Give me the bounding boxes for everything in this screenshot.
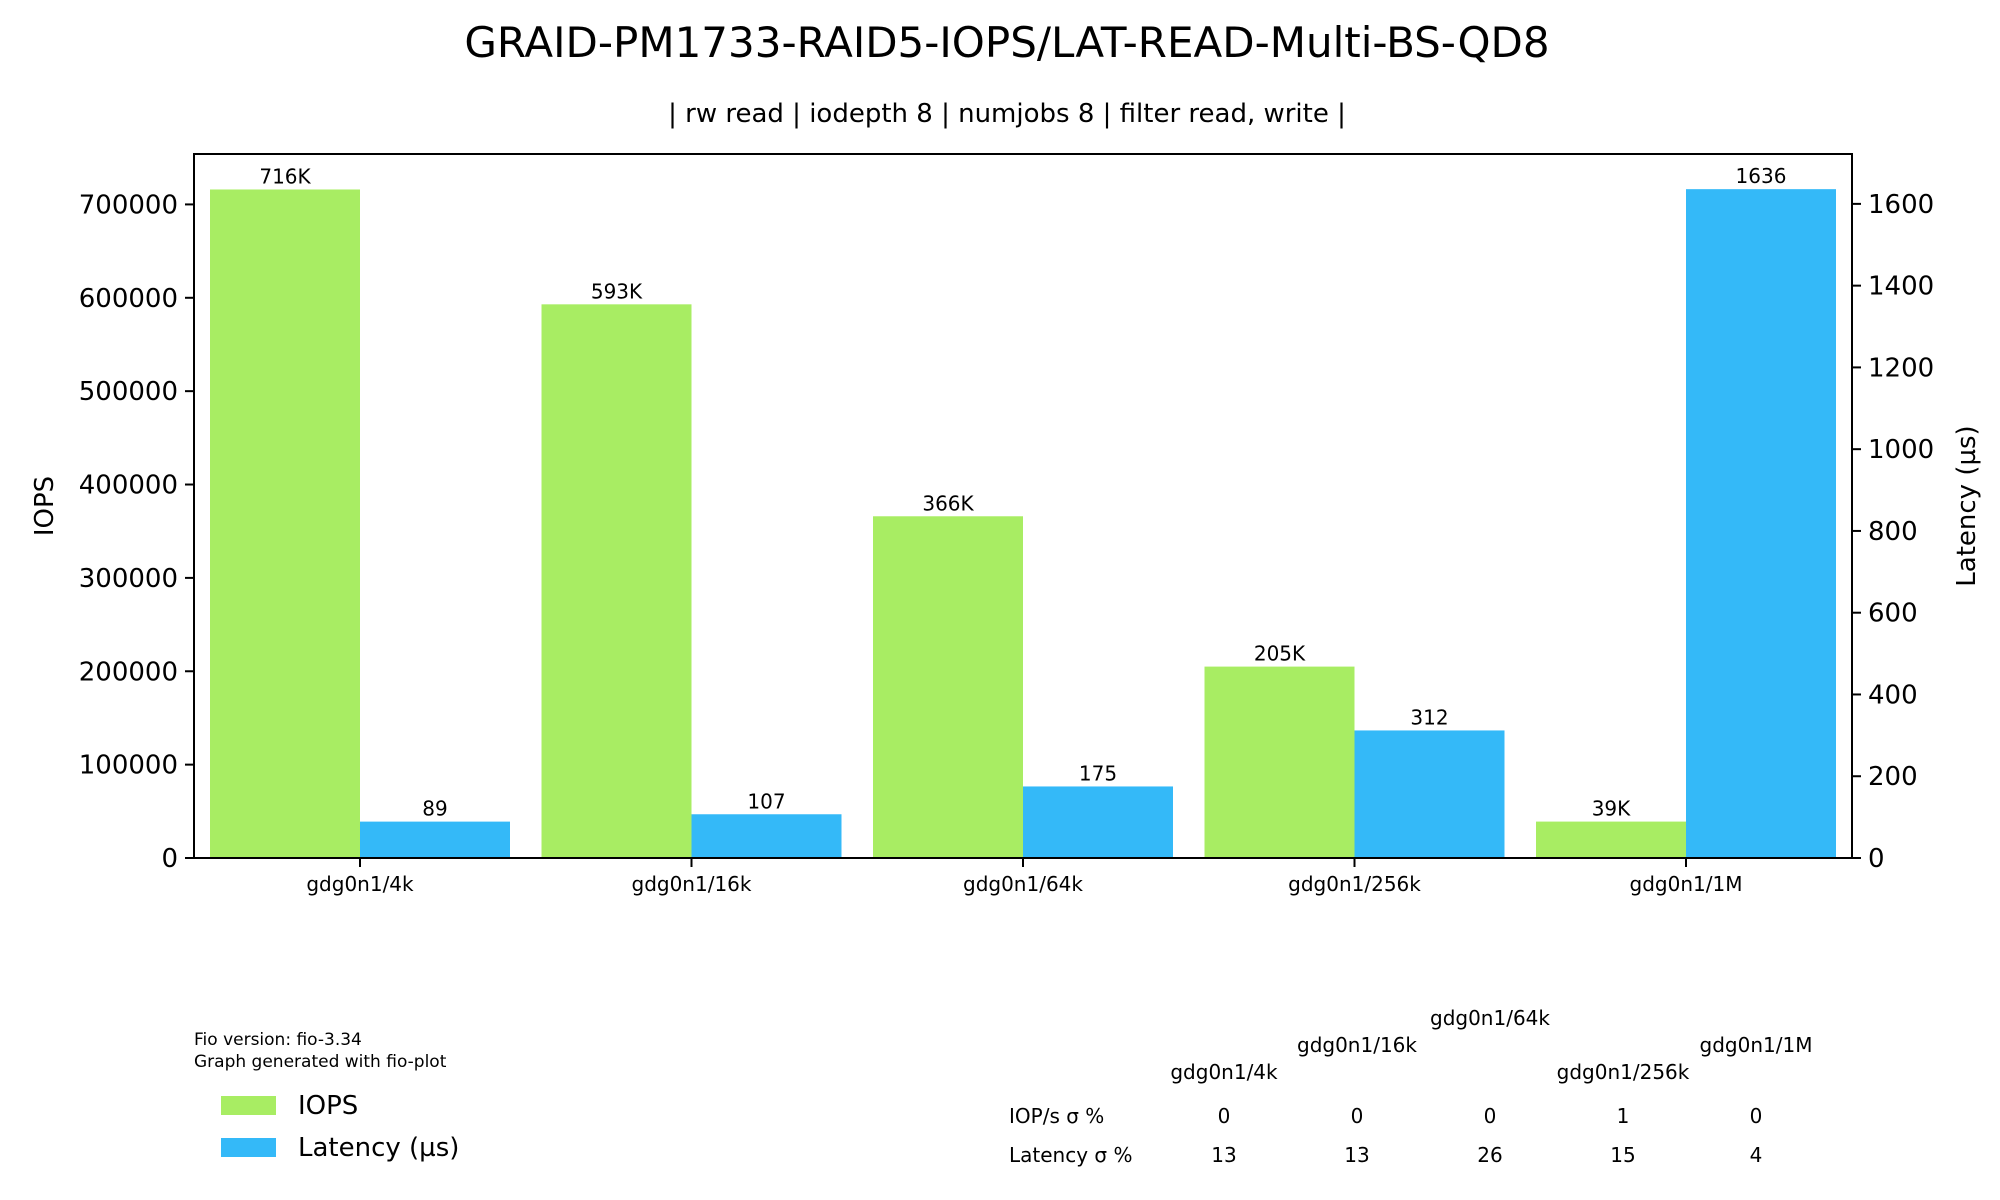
table-row-label: Latency σ % — [1009, 1143, 1132, 1167]
table-column-header: gdg0n1/1M — [1700, 1033, 1813, 1057]
table-cell: 0 — [1484, 1104, 1497, 1128]
left-tick-label: 100000 — [79, 751, 178, 781]
bar-labels-group: 716K 89 593K 107 366K 175 205K 312 39K 1636 — [259, 164, 1786, 820]
data-label-latency-2: 175 — [1079, 761, 1117, 785]
data-label-iops-4: 39K — [1592, 797, 1631, 821]
bar-latency-2 — [1023, 786, 1173, 858]
legend-swatch-latency — [221, 1138, 276, 1157]
legend-swatch-iops — [221, 1096, 276, 1115]
x-tick-label: gdg0n1/16k — [632, 872, 752, 896]
legend-label-latency: Latency (µs) — [298, 1133, 459, 1163]
data-label-iops-2: 366K — [922, 491, 974, 515]
right-tick-label: 1200 — [1868, 353, 1934, 383]
right-axis-ticks: 0 200 400 600 800 1000 1200 1400 1600 — [1852, 190, 1934, 874]
x-tick-label: gdg0n1/64k — [963, 872, 1083, 896]
table-cell: 1 — [1617, 1104, 1630, 1128]
legend-label-iops: IOPS — [298, 1091, 358, 1121]
bar-iops-2 — [873, 516, 1023, 858]
right-tick-label: 1400 — [1868, 272, 1934, 302]
left-tick-label: 200000 — [79, 657, 178, 687]
y-axis-label-right: Latency (µs) — [1952, 425, 1982, 586]
bars-group — [210, 189, 1836, 858]
left-tick-label: 300000 — [79, 564, 178, 594]
table-column-header: gdg0n1/256k — [1557, 1060, 1690, 1084]
right-tick-label: 1600 — [1868, 190, 1934, 220]
right-tick-label: 200 — [1868, 762, 1918, 792]
bar-latency-1 — [691, 814, 842, 858]
table-column-header: gdg0n1/4k — [1170, 1060, 1278, 1084]
x-tick-label: gdg0n1/1M — [1630, 872, 1743, 896]
left-tick-label: 500000 — [79, 377, 178, 407]
left-tick-label: 400000 — [79, 471, 178, 501]
bar-iops-1 — [541, 304, 692, 858]
table-cell: 0 — [1218, 1104, 1231, 1128]
right-tick-label: 0 — [1868, 844, 1885, 874]
left-tick-label: 700000 — [79, 190, 178, 220]
fio-version-note: Fio version: fio-3.34 — [194, 1030, 362, 1050]
left-axis-ticks: 0 100000 200000 300000 400000 500000 600000 700… — [79, 190, 194, 874]
y-axis-label: IOPS — [30, 476, 60, 536]
bar-latency-0 — [360, 821, 510, 858]
table-column-header: gdg0n1/16k — [1297, 1033, 1417, 1057]
data-label-iops-0: 716K — [259, 164, 311, 188]
data-label-iops-1: 593K — [591, 279, 643, 303]
table-column-header: gdg0n1/64k — [1430, 1006, 1550, 1030]
table-cell: 13 — [1344, 1143, 1369, 1167]
table-cell: 4 — [1750, 1143, 1763, 1167]
stddev-table: gdg0n1/4k gdg0n1/16k gdg0n1/64k gdg0n1/256k… — [1009, 1006, 1812, 1167]
legend: IOPS Latency (µs) — [221, 1091, 459, 1163]
table-row-label: IOP/s σ % — [1009, 1104, 1104, 1128]
data-label-latency-4: 1636 — [1736, 164, 1787, 188]
data-label-iops-3: 205K — [1254, 642, 1306, 666]
table-cell: 15 — [1610, 1143, 1635, 1167]
right-tick-label: 1000 — [1868, 435, 1934, 465]
left-tick-label: 0 — [161, 844, 178, 874]
x-axis-ticks: gdg0n1/4k gdg0n1/16k gdg0n1/64k gdg0n1/256k… — [306, 858, 1742, 896]
table-cell: 26 — [1477, 1143, 1502, 1167]
data-label-latency-0: 89 — [422, 797, 447, 821]
bar-latency-4 — [1686, 189, 1836, 858]
data-label-latency-1: 107 — [747, 789, 785, 813]
bar-iops-0 — [210, 189, 360, 858]
table-cell: 13 — [1211, 1143, 1236, 1167]
left-tick-label: 600000 — [79, 284, 178, 314]
right-tick-label: 800 — [1868, 517, 1918, 547]
bar-iops-4 — [1536, 821, 1686, 858]
table-cell: 0 — [1351, 1104, 1364, 1128]
bar-iops-3 — [1204, 666, 1355, 858]
data-label-latency-3: 312 — [1410, 705, 1448, 729]
table-cell: 0 — [1750, 1104, 1763, 1128]
x-tick-label: gdg0n1/4k — [306, 872, 414, 896]
x-tick-label: gdg0n1/256k — [1288, 872, 1421, 896]
right-tick-label: 400 — [1868, 680, 1918, 710]
chart-subtitle: | rw read | iodepth 8 | numjobs 8 | filt… — [668, 99, 1346, 129]
chart-title: GRAID-PM1733-RAID5-IOPS/LAT-READ-Multi-B… — [464, 18, 1549, 67]
bar-latency-3 — [1354, 730, 1505, 858]
fio-plot-note: Graph generated with fio-plot — [194, 1052, 447, 1072]
right-tick-label: 600 — [1868, 599, 1918, 629]
